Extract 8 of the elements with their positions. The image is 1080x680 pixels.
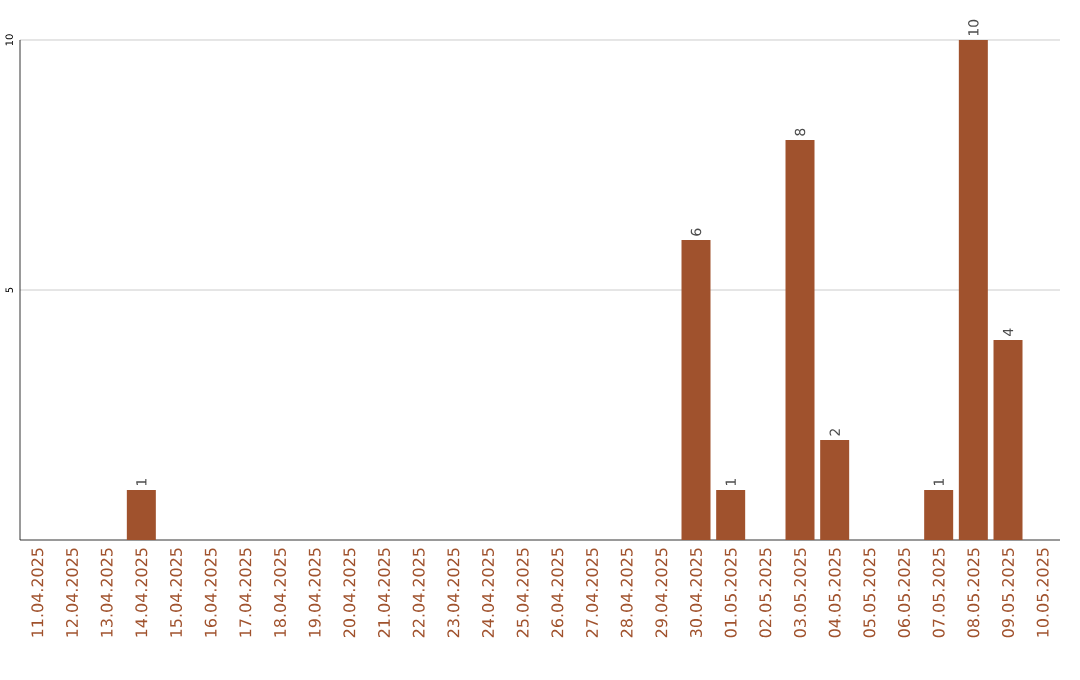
bar: [820, 440, 850, 540]
bar: [126, 490, 156, 540]
bar: [681, 240, 711, 540]
bar: [924, 490, 954, 540]
bar: [993, 340, 1023, 540]
bar: [785, 139, 815, 540]
bar: [958, 39, 988, 540]
bar: [716, 490, 746, 540]
